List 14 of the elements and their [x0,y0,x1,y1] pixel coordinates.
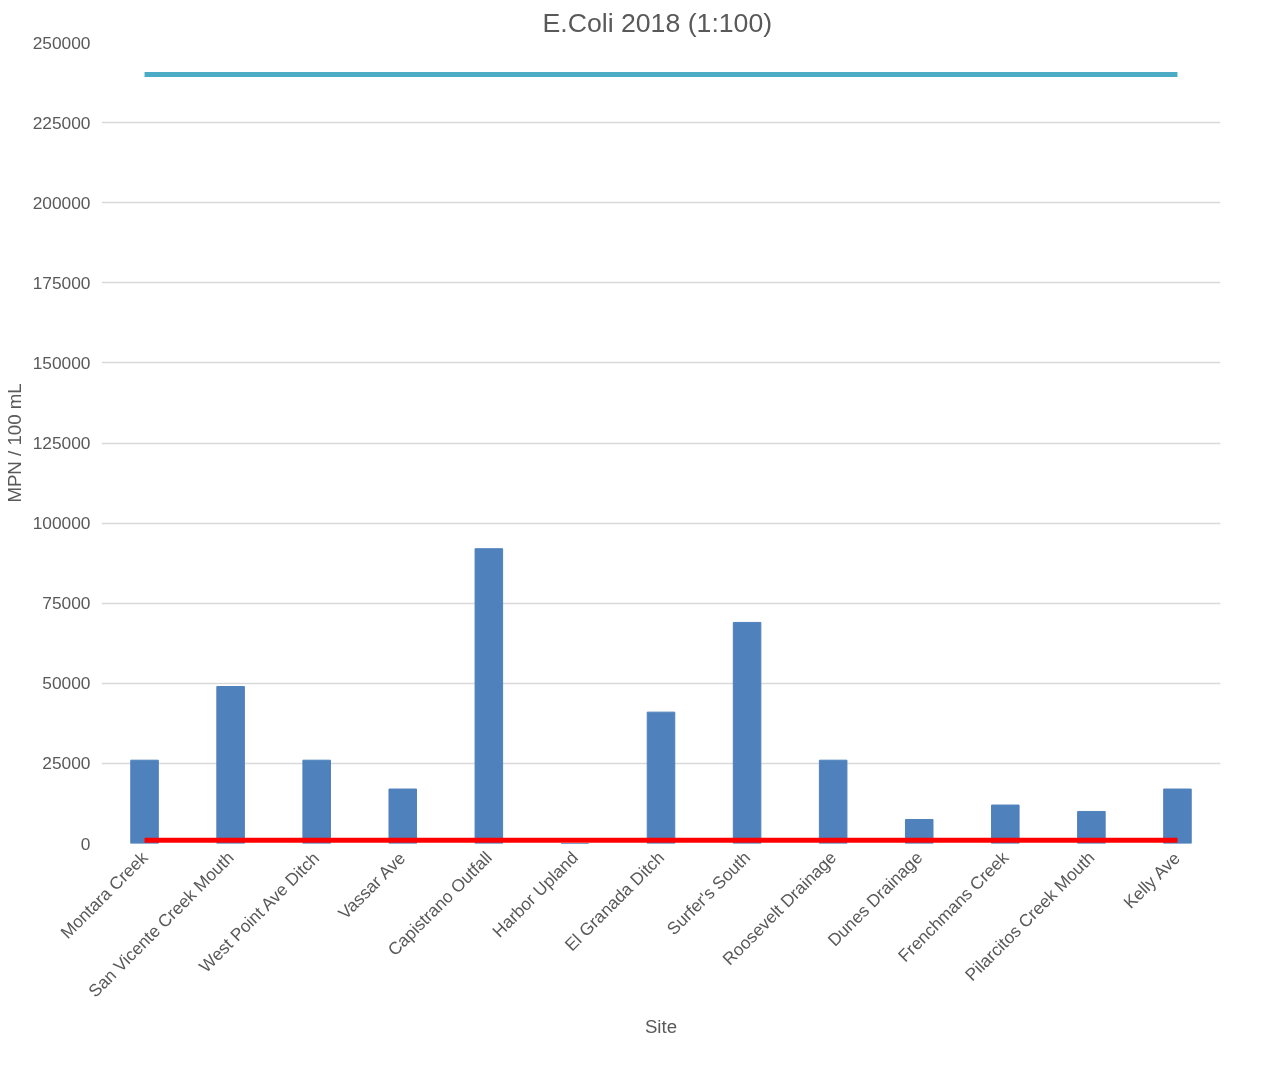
chart-title: E.Coli 2018 (1:100) [542,7,773,38]
y-tick-label: 125000 [32,433,91,453]
y-tick-label: 200000 [32,192,91,213]
y-tick-label: 75000 [42,593,91,614]
y-tick-label: 100000 [32,513,91,534]
y-tick-label: 175000 [32,272,91,293]
x-axis-title: Site [644,1016,678,1038]
y-tick-label: 225000 [32,112,91,133]
y-tick-label: 0 [80,833,91,854]
y-tick-label: 25000 [42,753,91,774]
y-tick-label: 250000 [32,32,91,53]
y-axis-title: MPN / 100 mL [3,383,25,503]
y-tick-label: 50000 [42,673,91,694]
y-tick-label: 150000 [32,352,91,373]
